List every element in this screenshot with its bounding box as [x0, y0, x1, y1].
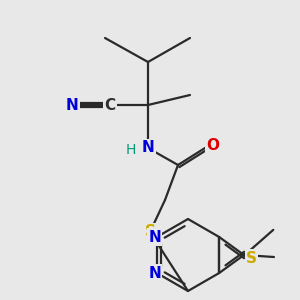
Text: S: S [246, 251, 257, 266]
Text: N: N [148, 230, 161, 244]
Text: C: C [104, 98, 116, 112]
Text: N: N [66, 98, 78, 112]
Text: O: O [206, 139, 220, 154]
Text: H: H [126, 143, 136, 157]
Text: N: N [142, 140, 154, 155]
Text: S: S [145, 224, 155, 239]
Text: N: N [148, 266, 161, 280]
